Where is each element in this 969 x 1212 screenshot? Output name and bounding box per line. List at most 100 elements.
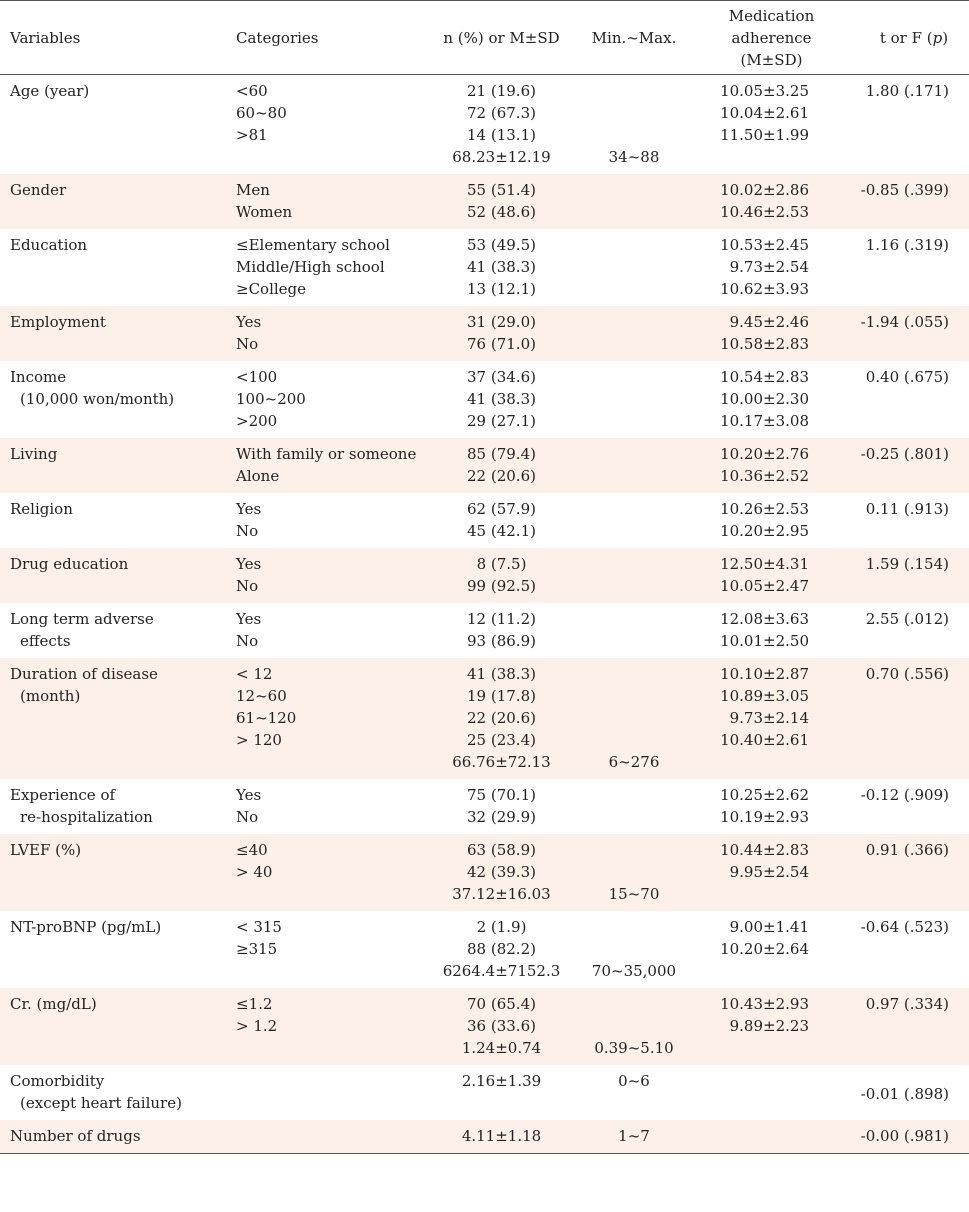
n-cell: 70 (65.4) 36 (33.6) 1.24±0.74 bbox=[429, 988, 574, 1065]
category-label: >200 bbox=[236, 412, 278, 430]
category-label: ≥College bbox=[236, 280, 307, 298]
table-body: Age (year) <60 60~80 >81 21 (19.6) 72 (67.3) 1… bbox=[0, 75, 969, 1154]
adherence-cell: 10.02±2.86 10.46±2.53 bbox=[694, 174, 849, 229]
minmax-value: 0~6 bbox=[618, 1072, 650, 1090]
adherence-cell: 10.26±2.53 10.20±2.95 bbox=[694, 493, 849, 548]
test-cell: 1.16 (.319) bbox=[849, 229, 969, 306]
header-test-prefix: t or F ( bbox=[879, 29, 933, 47]
test-cell: -1.94 (.055) bbox=[849, 306, 969, 361]
adherence-value: 10.36±2.52 bbox=[720, 467, 809, 485]
minmax-cell: 34~88 bbox=[574, 75, 694, 175]
test-value: -0.00 (.981) bbox=[860, 1127, 949, 1145]
n-value: 68.23±12.19 bbox=[452, 148, 551, 166]
minmax-cell bbox=[574, 779, 694, 834]
n-value: 31 (29.0) bbox=[467, 313, 536, 331]
minmax-value: 15~70 bbox=[608, 885, 660, 903]
category-label: > 40 bbox=[236, 863, 273, 881]
category-cell bbox=[226, 1120, 429, 1154]
adherence-cell: 10.25±2.62 10.19±2.93 bbox=[694, 779, 849, 834]
category-cell bbox=[226, 1065, 429, 1120]
variable-cell: Comorbidity (except heart failure) bbox=[0, 1065, 226, 1120]
variable-label: Religion bbox=[10, 500, 73, 518]
n-value: 12 (11.2) bbox=[467, 610, 536, 628]
test-cell: 1.59 (.154) bbox=[849, 548, 969, 603]
category-cell: ≤1.2 > 1.2 bbox=[226, 988, 429, 1065]
variable-sublabel: (10,000 won/month) bbox=[20, 390, 175, 408]
table-row: Employment Yes No 31 (29.0) 76 (71.0) 9.45±2.… bbox=[0, 306, 969, 361]
test-cell: 0.97 (.334) bbox=[849, 988, 969, 1065]
category-cell: Yes No bbox=[226, 779, 429, 834]
category-label: Yes bbox=[236, 786, 262, 804]
test-cell: -0.01 (.898) bbox=[849, 1065, 969, 1120]
n-value: 29 (27.1) bbox=[467, 412, 536, 430]
category-cell: ≤40 > 40 bbox=[226, 834, 429, 911]
adherence-value: 10.62±3.93 bbox=[720, 280, 809, 298]
variable-cell: Education bbox=[0, 229, 226, 306]
adherence-cell: 10.53±2.45 9.73±2.54 10.62±3.93 bbox=[694, 229, 849, 306]
test-cell: -0.64 (.523) bbox=[849, 911, 969, 988]
test-value: 0.40 (.675) bbox=[865, 368, 949, 386]
adherence-value: 10.04±2.61 bbox=[720, 104, 809, 122]
variable-cell: Cr. (mg/dL) bbox=[0, 988, 226, 1065]
category-cell: With family or someone Alone bbox=[226, 438, 429, 493]
n-value: 36 (33.6) bbox=[467, 1017, 536, 1035]
variable-label: Gender bbox=[10, 181, 67, 199]
adherence-cell: 10.44±2.83 9.95±2.54 bbox=[694, 834, 849, 911]
category-label: < 12 bbox=[236, 665, 273, 683]
n-value: 66.76±72.13 bbox=[452, 753, 551, 771]
category-cell: Men Women bbox=[226, 174, 429, 229]
test-cell: -0.12 (.909) bbox=[849, 779, 969, 834]
n-cell: 2 (1.9) 88 (82.2) 6264.4±7152.3 bbox=[429, 911, 574, 988]
test-value: 2.55 (.012) bbox=[865, 610, 949, 628]
category-label: Yes bbox=[236, 555, 262, 573]
adherence-value: 9.45±2.46 bbox=[729, 313, 809, 331]
table-row: Living With family or someone Alone 85 (79.… bbox=[0, 438, 969, 493]
test-value: -0.12 (.909) bbox=[860, 786, 949, 804]
minmax-cell: 70~35,000 bbox=[574, 911, 694, 988]
variable-label: Number of drugs bbox=[10, 1127, 141, 1145]
minmax-cell: 0.39~5.10 bbox=[574, 988, 694, 1065]
minmax-cell: 6~276 bbox=[574, 658, 694, 779]
table-row: Number of drugs 4.11±1.18 1~7 -0.00 (.981) bbox=[0, 1120, 969, 1154]
category-label: ≤40 bbox=[236, 841, 268, 859]
test-value: 0.97 (.334) bbox=[865, 995, 949, 1013]
category-cell: < 12 12~60 61~120 > 120 bbox=[226, 658, 429, 779]
n-value: 55 (51.4) bbox=[467, 181, 536, 199]
adherence-cell bbox=[694, 1065, 849, 1120]
adherence-value: 10.25±2.62 bbox=[720, 786, 809, 804]
variable-cell: Age (year) bbox=[0, 75, 226, 175]
category-label: Men bbox=[236, 181, 270, 199]
category-label: No bbox=[236, 335, 259, 353]
variable-label: Duration of disease bbox=[10, 665, 158, 683]
header-categories: Categories bbox=[226, 0, 429, 75]
variable-label: Experience of bbox=[10, 786, 116, 804]
variable-label: NT-proBNP (pg/mL) bbox=[10, 918, 162, 936]
category-label: No bbox=[236, 577, 259, 595]
adherence-value: 12.50±4.31 bbox=[720, 555, 809, 573]
adherence-value: 10.20±2.76 bbox=[720, 445, 809, 463]
variable-cell: Employment bbox=[0, 306, 226, 361]
adherence-value: 10.05±2.47 bbox=[720, 577, 809, 595]
n-cell: 41 (38.3) 19 (17.8) 22 (20.6) 25 (23.4) 66.7… bbox=[429, 658, 574, 779]
n-value: 76 (71.0) bbox=[467, 335, 536, 353]
adherence-cell bbox=[694, 1120, 849, 1154]
category-cell: Yes No bbox=[226, 548, 429, 603]
category-label: ≥315 bbox=[236, 940, 278, 958]
n-value: 62 (57.9) bbox=[467, 500, 536, 518]
variable-label: LVEF (%) bbox=[10, 841, 82, 859]
minmax-cell bbox=[574, 306, 694, 361]
test-cell: 0.40 (.675) bbox=[849, 361, 969, 438]
n-value: 37.12±16.03 bbox=[452, 885, 551, 903]
n-value: 4.11±1.18 bbox=[461, 1127, 542, 1145]
minmax-value: 1~7 bbox=[618, 1127, 650, 1145]
adherence-cell: 12.50±4.31 10.05±2.47 bbox=[694, 548, 849, 603]
adherence-value: 11.50±1.99 bbox=[720, 126, 809, 144]
characteristics-table: Variables Categories n (%) or M±SD Min.~… bbox=[0, 0, 969, 1154]
category-cell: Yes No bbox=[226, 306, 429, 361]
n-value: 75 (70.1) bbox=[467, 786, 536, 804]
n-value: 41 (38.3) bbox=[467, 258, 536, 276]
n-value: 13 (12.1) bbox=[467, 280, 536, 298]
adherence-value: 10.20±2.64 bbox=[720, 940, 809, 958]
category-label: ≤1.2 bbox=[236, 995, 273, 1013]
table-row: Comorbidity (except heart failure) 2.16±1.… bbox=[0, 1065, 969, 1120]
